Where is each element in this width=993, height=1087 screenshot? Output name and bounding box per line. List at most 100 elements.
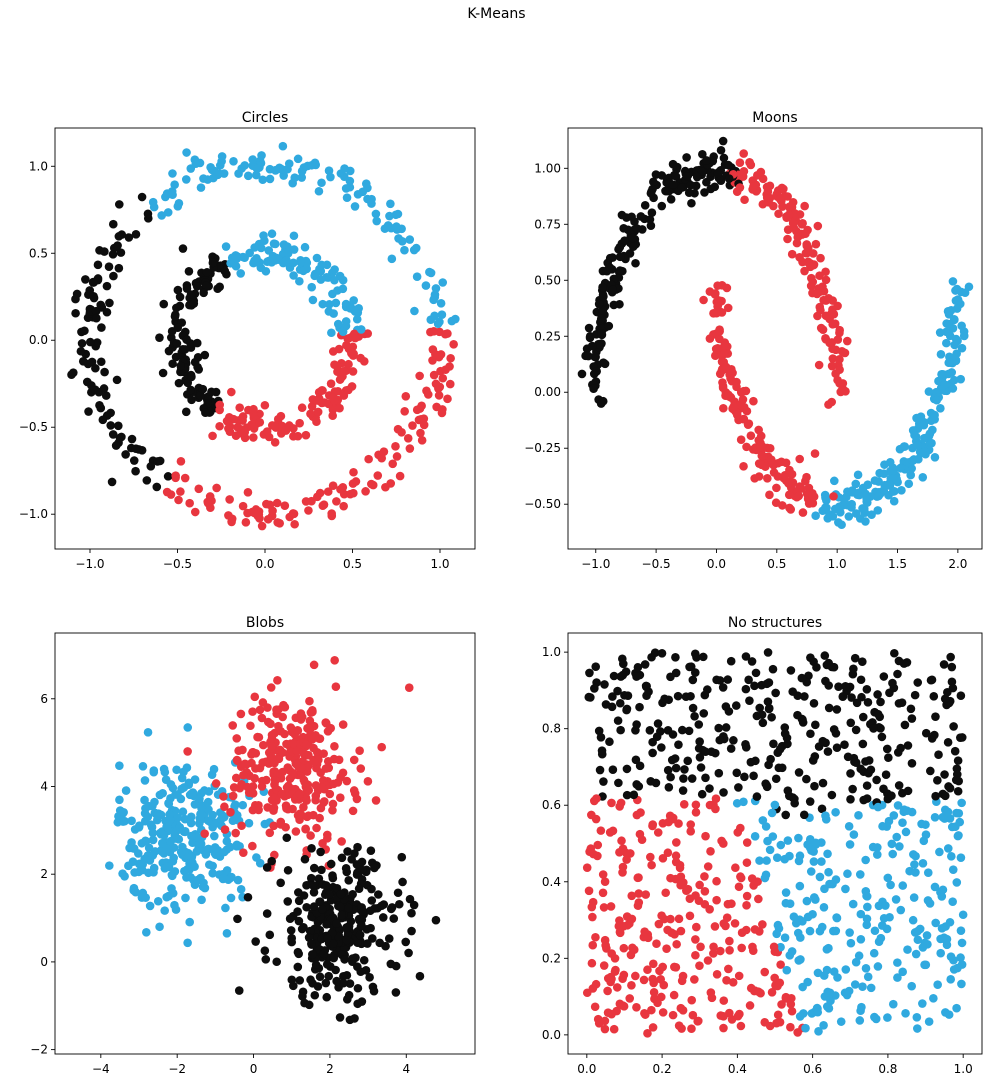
scatter-point <box>719 153 729 163</box>
scatter-point <box>283 249 293 258</box>
scatter-point <box>801 229 810 239</box>
scatter-point <box>618 659 628 669</box>
scatter-point <box>713 281 722 290</box>
scatter-point <box>355 930 365 940</box>
scatter-point <box>322 960 332 969</box>
scatter-point <box>153 896 163 906</box>
scatter-point <box>596 399 606 408</box>
x-tick-label: 0.0 <box>707 557 726 571</box>
scatter-point <box>719 996 729 1005</box>
scatter-point <box>232 734 242 743</box>
scatter-point <box>703 862 713 871</box>
scatter-point <box>688 1010 698 1020</box>
scatter-point <box>229 157 238 166</box>
scatter-point <box>260 400 270 410</box>
scatter-point <box>318 904 327 914</box>
scatter-point <box>426 268 436 278</box>
scatter-point <box>896 905 906 915</box>
scatter-point <box>338 483 348 492</box>
scatter-point <box>783 192 792 201</box>
scatter-point <box>393 424 403 434</box>
scatter-point <box>246 721 255 731</box>
scatter-point <box>919 420 929 430</box>
scatter-point <box>677 725 687 735</box>
scatter-point <box>945 783 955 793</box>
scatter-point <box>234 986 244 995</box>
scatter-point <box>619 223 628 233</box>
scatter-point <box>854 951 864 961</box>
scatter-point <box>180 345 190 354</box>
scatter-point <box>784 210 794 220</box>
scatter-point <box>814 1027 823 1036</box>
scatter-point <box>131 466 140 476</box>
scatter-point <box>723 303 733 313</box>
scatter-point <box>666 873 675 883</box>
scatter-point <box>267 856 277 866</box>
scatter-point <box>227 387 236 397</box>
scatter-point <box>921 728 931 738</box>
scatter-point <box>938 812 948 822</box>
scatter-point <box>597 329 606 338</box>
scatter-point <box>634 898 644 907</box>
y-tick-label: −2 <box>30 1043 48 1057</box>
scatter-point <box>255 418 265 427</box>
scatter-point <box>729 402 739 411</box>
scatter-point <box>373 471 383 480</box>
scatter-point <box>620 236 629 245</box>
scatter-point <box>590 352 600 362</box>
scatter-point <box>724 160 733 170</box>
scatter-point <box>907 759 917 768</box>
scatter-point <box>252 164 262 174</box>
scatter-point <box>88 277 98 287</box>
scatter-point <box>144 801 154 811</box>
scatter-point <box>340 955 349 964</box>
scatter-point <box>131 230 141 239</box>
scatter-point <box>140 795 149 805</box>
scatter-point <box>824 293 833 303</box>
scatter-point <box>313 982 323 991</box>
scatter-point <box>227 517 236 527</box>
scatter-point <box>678 786 688 795</box>
scatter-point <box>604 321 614 331</box>
scatter-point <box>314 186 324 196</box>
scatter-point <box>676 926 686 936</box>
scatter-point <box>691 935 700 944</box>
scatter-point <box>287 937 297 947</box>
scatter-point <box>159 831 169 840</box>
scatter-point <box>596 826 606 835</box>
scatter-point <box>201 850 211 859</box>
scatter-point <box>858 712 868 722</box>
scatter-point <box>176 457 186 466</box>
scatter-point <box>339 367 349 376</box>
scatter-point <box>873 709 883 719</box>
scatter-point <box>301 824 310 834</box>
scatter-point <box>710 290 720 299</box>
scatter-point <box>141 893 150 902</box>
scatter-point <box>959 331 969 341</box>
scatter-point <box>240 433 250 443</box>
scatter-point <box>701 831 710 841</box>
scatter-point <box>159 764 169 774</box>
scatter-point <box>666 672 675 682</box>
scatter-point <box>946 975 956 984</box>
scatter-point <box>91 363 100 373</box>
scatter-point <box>386 959 396 969</box>
scatter-point <box>668 1010 678 1020</box>
scatter-point <box>102 307 112 317</box>
scatter-point <box>631 258 640 268</box>
y-tick-label: 0.4 <box>542 875 561 889</box>
scatter-point <box>690 712 699 721</box>
scatter-point <box>349 488 358 498</box>
scatter-point <box>135 821 144 830</box>
figure-suptitle: K-Means <box>467 6 526 22</box>
scatter-point <box>267 229 277 239</box>
scatter-point <box>709 949 718 958</box>
scatter-point <box>114 200 124 209</box>
scatter-point <box>843 869 852 879</box>
scatter-point <box>334 931 343 941</box>
scatter-point <box>300 998 309 1008</box>
scatter-point <box>273 676 282 685</box>
scatter-point <box>415 371 424 381</box>
scatter-point <box>663 925 672 935</box>
